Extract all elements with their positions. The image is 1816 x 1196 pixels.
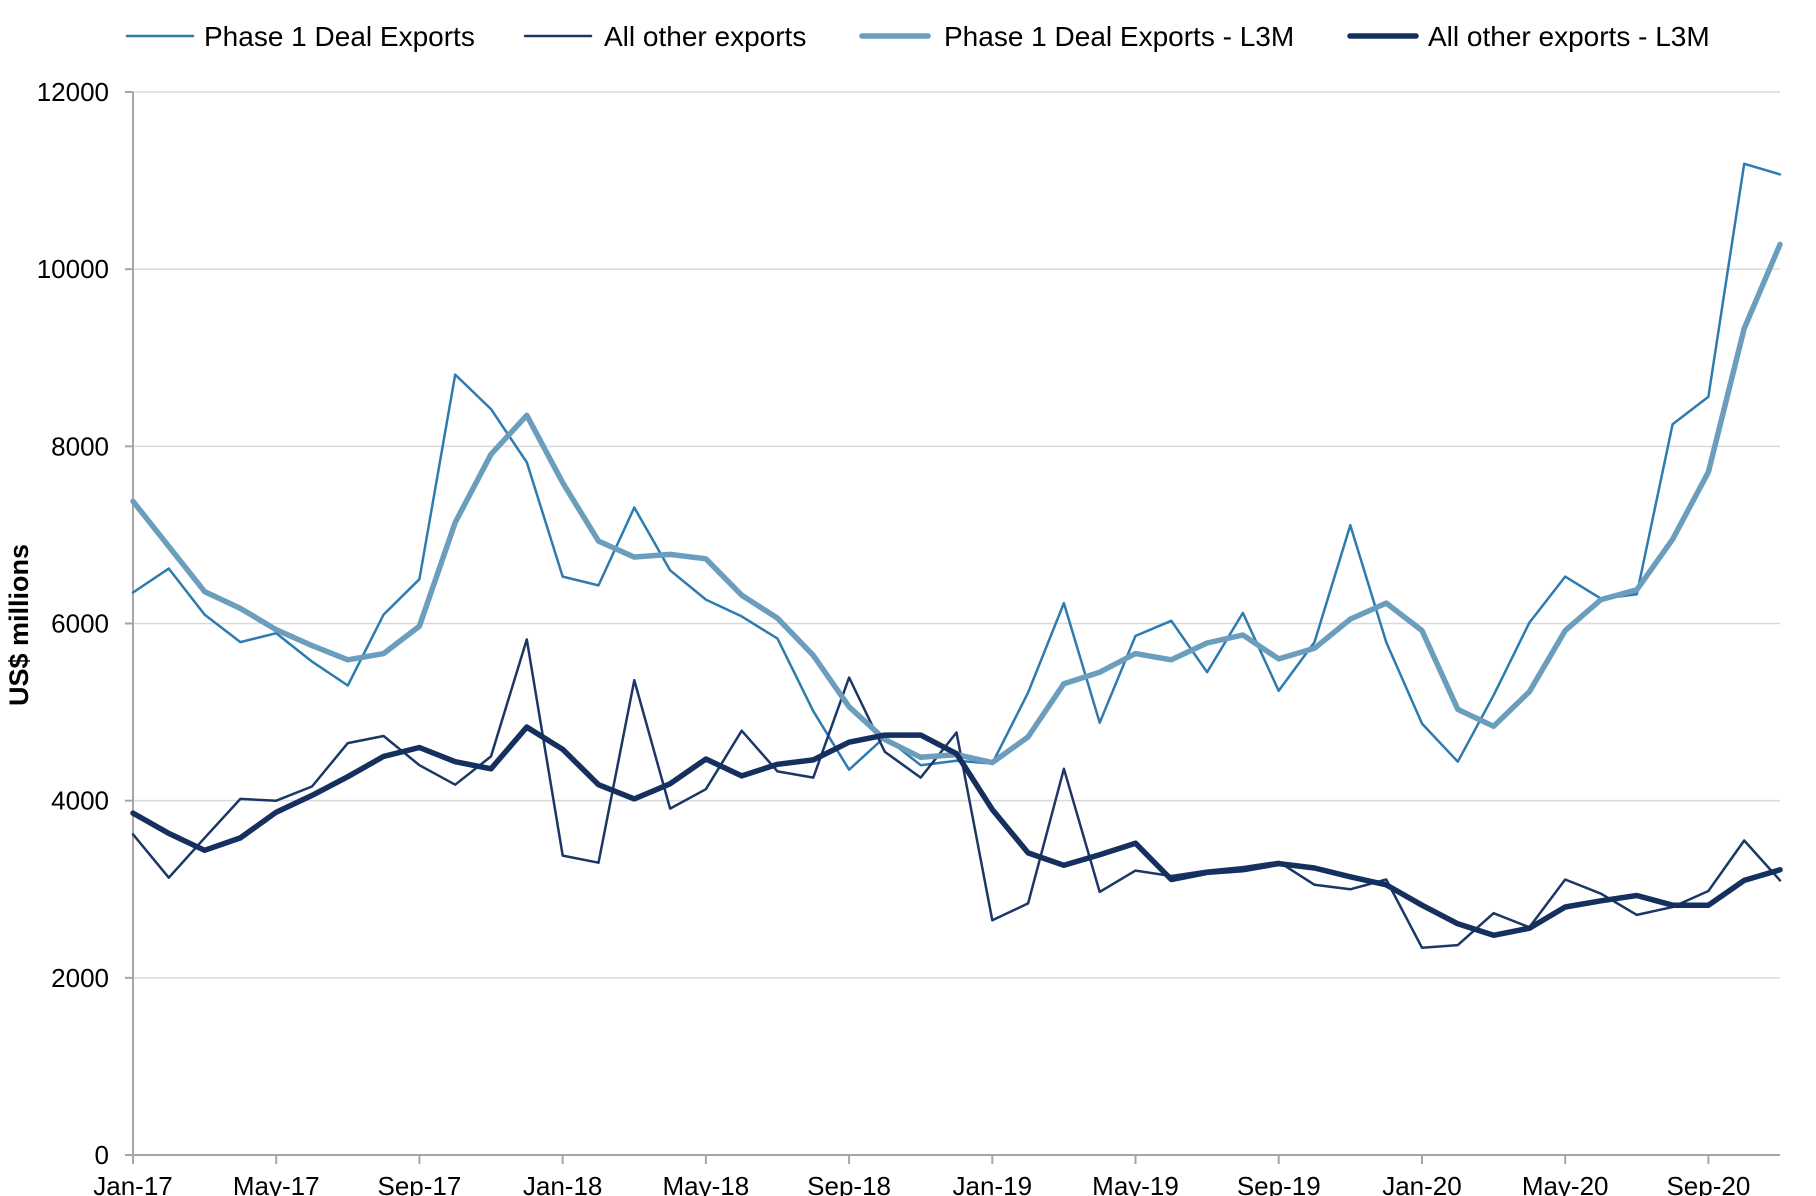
series-line-all-other-exports-l3m	[130, 724, 1783, 939]
series-line-phase-1-deal-exports	[131, 162, 1782, 771]
series-layer	[130, 162, 1783, 949]
x-tick-label: Jan-20	[1382, 1171, 1462, 1196]
y-tick-label: 12000	[37, 77, 109, 107]
x-tick-label: Jan-17	[93, 1171, 173, 1196]
x-tick-label: Jan-18	[523, 1171, 603, 1196]
legend-label: Phase 1 Deal Exports	[204, 21, 475, 52]
x-tick-label: Sep-19	[1237, 1171, 1321, 1196]
y-tick-label: 10000	[37, 254, 109, 284]
series-line-all-other-exports	[131, 638, 1782, 949]
x-tick-label: Sep-20	[1666, 1171, 1750, 1196]
y-tick-label: 8000	[51, 431, 109, 461]
y-tick-label: 0	[95, 1140, 109, 1170]
x-tick-label: May-18	[663, 1171, 750, 1196]
axis-layer: 0 2000 4000 6000 8000 10000 12000 Jan-17 May-17 S…	[37, 77, 1780, 1196]
legend-label: All other exports	[604, 21, 806, 52]
x-tick-label: May-20	[1522, 1171, 1609, 1196]
x-tick-label: Sep-18	[807, 1171, 891, 1196]
grid-layer	[133, 91, 1780, 979]
x-tick-label: Sep-17	[378, 1171, 462, 1196]
x-tick-label: Jan-19	[953, 1171, 1033, 1196]
y-tick-label: 4000	[51, 786, 109, 816]
series-line-phase-1-deal-exports-l3m	[130, 241, 1783, 766]
x-tick-label: May-19	[1092, 1171, 1179, 1196]
y-axis-title: US$ millions	[4, 544, 34, 706]
legend: Phase 1 Deal Exports All other exports Pha…	[125, 21, 1710, 52]
x-tick-label: May-17	[233, 1171, 320, 1196]
y-tick-label: 2000	[51, 963, 109, 993]
y-tick-label: 6000	[51, 609, 109, 639]
legend-label: Phase 1 Deal Exports - L3M	[944, 21, 1294, 52]
legend-label: All other exports - L3M	[1428, 21, 1710, 52]
